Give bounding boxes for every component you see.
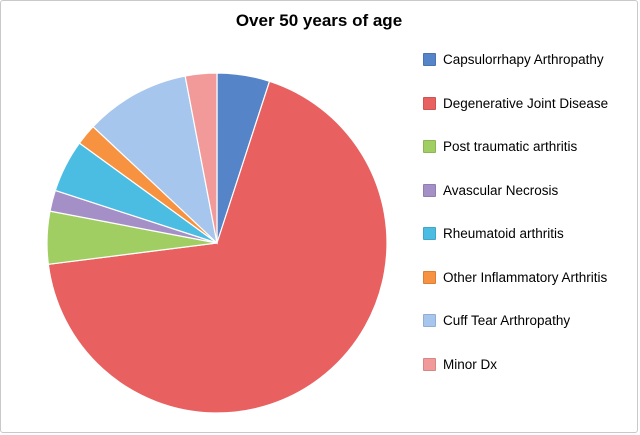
chart-title: Over 50 years of age — [235, 11, 403, 30]
legend-swatch — [423, 270, 436, 284]
legend-item: Cuff Tear Arthropathy — [423, 312, 628, 330]
legend-label: Minor Dx — [443, 356, 498, 372]
pie-slice-2 — [47, 80, 388, 414]
legend-label: Post traumatic arthritis — [443, 139, 578, 155]
pie-slice-8 — [184, 72, 218, 244]
legend-label: Rheumatoid arthritis — [443, 226, 564, 242]
legend-swatch — [423, 53, 436, 66]
legend-item: Rheumatoid arthritis — [423, 225, 628, 243]
legend-item: Capsulorrhapy Arthropathy — [423, 51, 628, 69]
pie-slice-7 — [92, 75, 218, 245]
legend-item: Degenerative Joint Disease — [423, 95, 628, 113]
legend-swatch — [423, 227, 436, 241]
legend-swatch — [423, 357, 436, 371]
legend-swatch — [423, 96, 436, 110]
legend-item: Minor Dx — [423, 356, 628, 374]
legend-item: Other Inflammatory Arthritis — [423, 269, 628, 287]
legend-swatch — [423, 183, 436, 197]
pie-chart — [46, 72, 388, 414]
legend-label: Other Inflammatory Arthritis — [443, 269, 608, 285]
chart-legend: Capsulorrhapy Arthropathy Degenerative Jo… — [423, 51, 628, 373]
legend-swatch — [423, 140, 436, 154]
legend-label: Avascular Necrosis — [443, 182, 559, 198]
legend-label: Capsulorrhapy Arthropathy — [443, 52, 604, 67]
legend-item: Post traumatic arthritis — [423, 138, 628, 156]
legend-item: Avascular Necrosis — [423, 182, 628, 200]
pie-plot-area — [29, 53, 409, 428]
legend-swatch — [423, 314, 436, 328]
legend-label: Cuff Tear Arthropathy — [443, 313, 571, 329]
legend-label: Degenerative Joint Disease — [443, 95, 609, 111]
